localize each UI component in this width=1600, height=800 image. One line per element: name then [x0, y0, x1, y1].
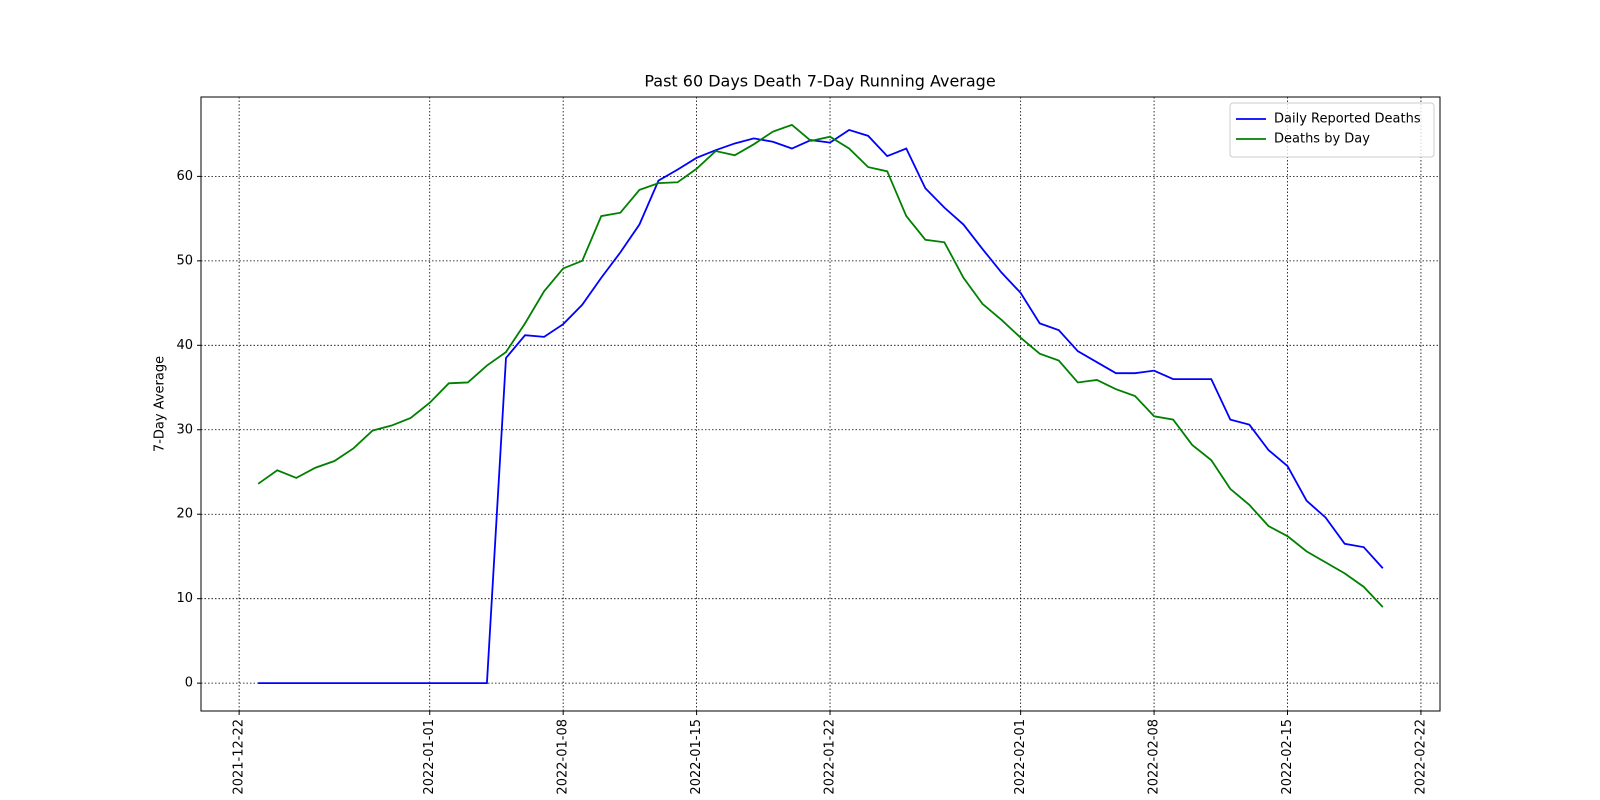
y-tick-label: 10 [176, 591, 193, 606]
y-tick-label: 20 [176, 507, 193, 522]
line-series [257, 123, 1384, 608]
line-series [258, 128, 1384, 685]
chart-title: Past 60 Days Death 7-Day Running Average [644, 72, 995, 91]
plot-frame [200, 96, 1441, 712]
x-tick-label: 2021-12-22 [232, 719, 247, 795]
x-tick-label: 2022-02-22 [1413, 719, 1428, 795]
x-tick-label: 2022-01-15 [689, 719, 704, 795]
y-tick-label: 50 [176, 253, 193, 268]
x-tick-label: 2022-01-01 [422, 719, 437, 795]
legend-box [1229, 102, 1435, 158]
legend-label: Daily Reported Deaths [1274, 112, 1421, 127]
y-tick-label: 30 [176, 422, 193, 437]
x-tick-label: 2022-02-15 [1280, 719, 1295, 795]
y-tick-label: 60 [176, 169, 193, 184]
legend: Daily Reported Deaths Deaths by Day [1229, 102, 1435, 158]
x-tick-label: 2022-02-08 [1147, 719, 1162, 795]
y-tick-label: 0 [185, 676, 193, 691]
legend-label: Deaths by Day [1274, 132, 1370, 147]
y-tick-label: 40 [176, 338, 193, 353]
x-tick-label: 2022-02-01 [1013, 719, 1028, 795]
y-axis-label: 7-Day Average [153, 356, 168, 452]
x-tick-label: 2022-01-08 [556, 719, 571, 795]
x-tick-label: 2022-01-22 [823, 719, 838, 795]
